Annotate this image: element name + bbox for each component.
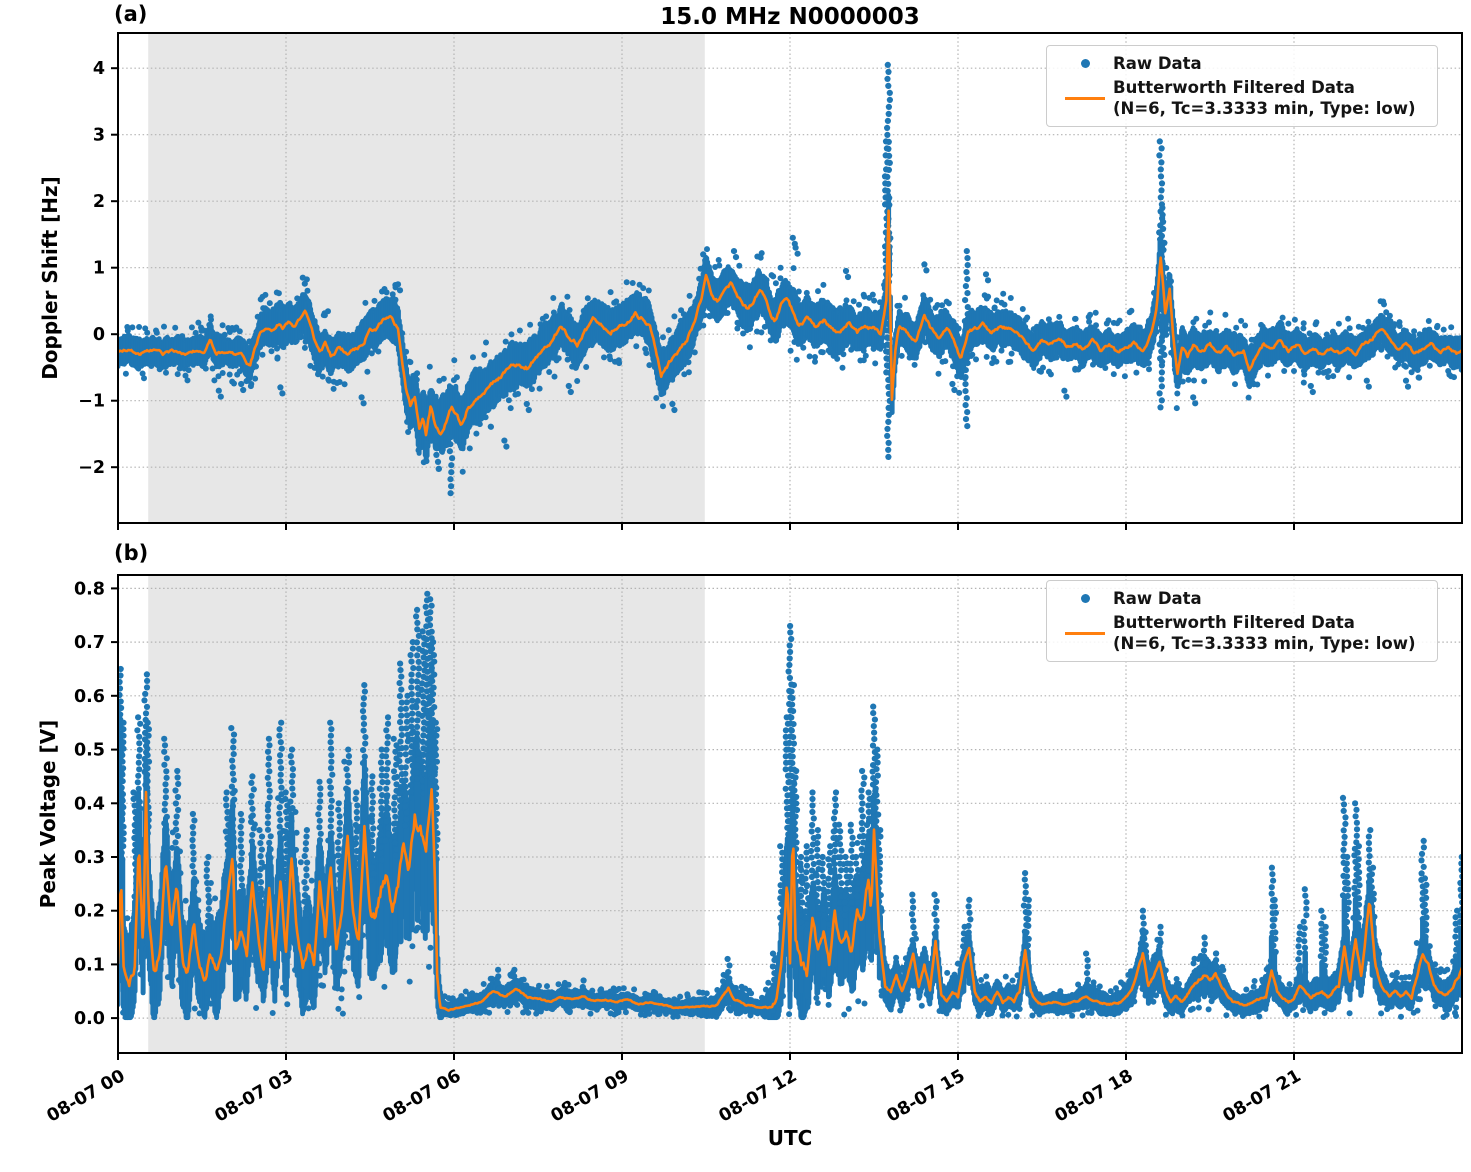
x-axis-label: UTC xyxy=(767,1126,813,1150)
panel-b-y-axis-label: Peak Voltage [V] xyxy=(36,719,60,909)
filtered-line-marker-icon xyxy=(1065,96,1105,100)
legend-raw-label: Raw Data xyxy=(1113,589,1202,608)
svg-text:3: 3 xyxy=(93,126,105,146)
svg-text:2: 2 xyxy=(93,192,105,212)
legend-filtered-label-line1: Butterworth Filtered Data xyxy=(1113,613,1355,632)
svg-text:0: 0 xyxy=(93,325,105,345)
legend-filtered-label-line2: (N=6, Tc=3.3333 min, Type: low) xyxy=(1113,634,1416,653)
legend-entry-raw-data: Raw Data xyxy=(1057,588,1425,609)
legend-panel-b: Raw Data Butterworth Filtered Data (N=6,… xyxy=(1046,580,1438,662)
legend-panel-a: Raw Data Butterworth Filtered Data (N=6,… xyxy=(1046,45,1438,127)
legend-filtered-label-line2: (N=6, Tc=3.3333 min, Type: low) xyxy=(1113,99,1416,118)
legend-entry-filtered-data: Butterworth Filtered Data (N=6, Tc=3.333… xyxy=(1057,612,1425,654)
svg-text:−2: −2 xyxy=(78,458,105,478)
legend-raw-label: Raw Data xyxy=(1113,54,1202,73)
filtered-line-marker-icon xyxy=(1065,631,1105,635)
panel-a-y-axis-label: Doppler Shift [Hz] xyxy=(38,176,62,380)
raw-data-marker-icon xyxy=(1080,59,1090,68)
svg-text:1: 1 xyxy=(93,259,105,279)
panel-b-label: (b) xyxy=(114,541,149,565)
legend-filtered-label-line1: Butterworth Filtered Data xyxy=(1113,78,1355,97)
svg-text:−1: −1 xyxy=(78,392,105,412)
raw-data-marker-icon xyxy=(1080,594,1090,603)
figure-title: 15.0 MHz N0000003 xyxy=(660,4,920,30)
panel-b-plot-area: 0.00.10.20.30.40.50.60.70.808-07 00 08-07… xyxy=(44,574,1463,1127)
panel-a-label: (a) xyxy=(114,2,148,26)
legend-entry-filtered-data: Butterworth Filtered Data (N=6, Tc=3.333… xyxy=(1057,77,1425,119)
legend-entry-raw-data: Raw Data xyxy=(1057,53,1425,74)
svg-text:4: 4 xyxy=(93,59,105,79)
